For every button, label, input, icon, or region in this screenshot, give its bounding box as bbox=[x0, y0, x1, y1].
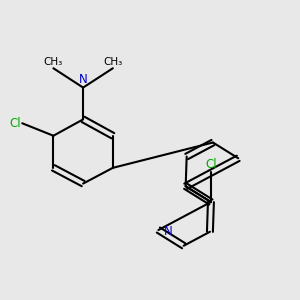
Text: N: N bbox=[79, 73, 88, 86]
Text: CH₃: CH₃ bbox=[44, 57, 63, 67]
Text: N: N bbox=[164, 225, 172, 238]
Text: Cl: Cl bbox=[205, 158, 217, 171]
Text: CH₃: CH₃ bbox=[103, 57, 122, 67]
Text: Cl: Cl bbox=[9, 117, 21, 130]
